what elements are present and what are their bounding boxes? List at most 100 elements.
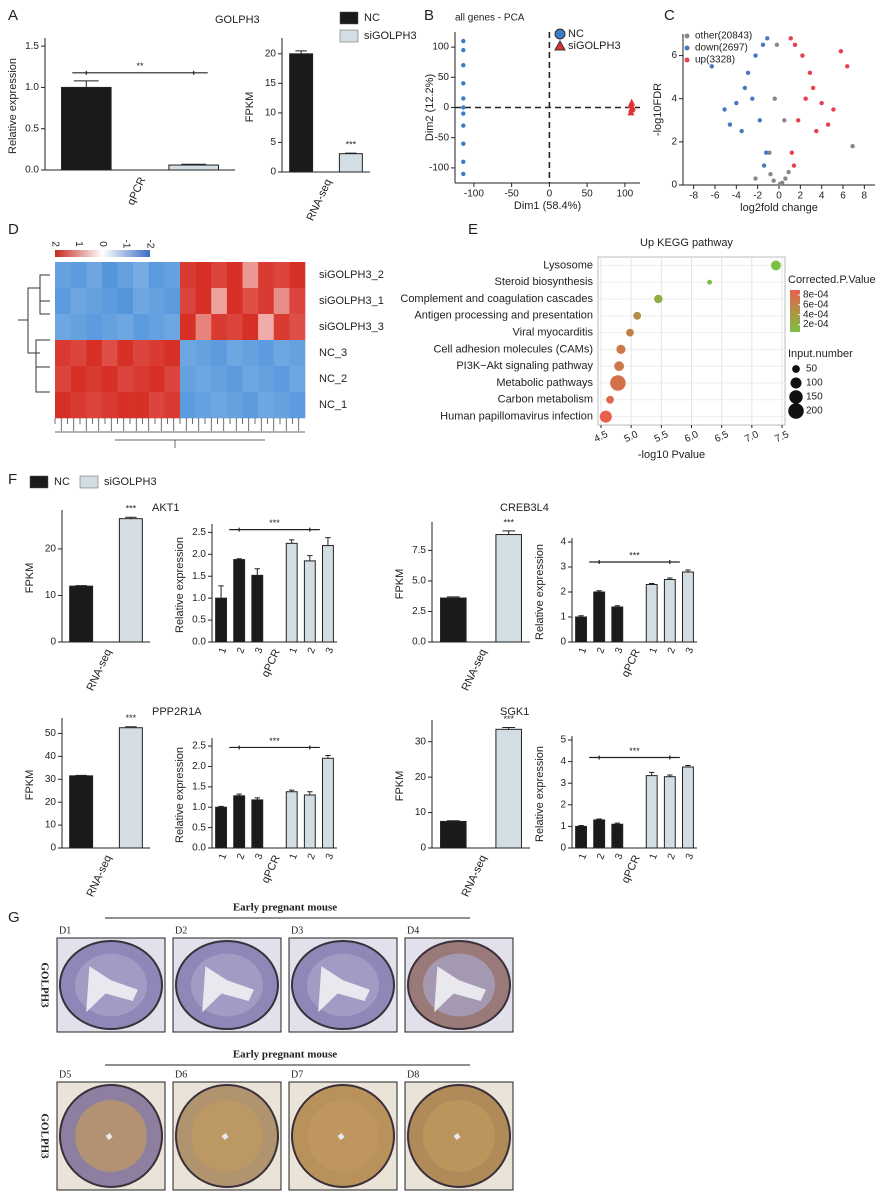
- category-label: Lysosome: [543, 259, 593, 271]
- heatmap-cell: [148, 392, 165, 419]
- bar: [233, 795, 246, 849]
- heatmap-cell: [273, 288, 290, 315]
- dot: [626, 328, 634, 337]
- point: [807, 70, 813, 76]
- point: [783, 176, 788, 181]
- y-tick-label: 10: [415, 807, 427, 818]
- column-dendrogram: [54, 418, 305, 448]
- heatmap-cell: [226, 314, 243, 341]
- row-label: siGOLPH3_3: [319, 321, 384, 333]
- heatmap-cell: [273, 314, 290, 341]
- day-label: D5: [59, 1069, 71, 1080]
- x-tick-label: -100: [464, 189, 484, 200]
- x-tick-label: 4: [819, 191, 825, 202]
- error-bar: [685, 764, 691, 767]
- size-tick-label: 50: [806, 364, 818, 375]
- y-tick-label: 30: [45, 774, 57, 785]
- y-tick-label: 10: [45, 820, 57, 831]
- panel-label: A: [8, 7, 18, 24]
- day-label: D7: [291, 1069, 303, 1080]
- heatmap-cell: [86, 366, 103, 393]
- heatmap-cell: [226, 392, 243, 419]
- point: [753, 53, 758, 58]
- legend-title: Corrected.P.Value: [788, 274, 876, 286]
- heatmap-cell: [242, 366, 259, 393]
- heatmap-cell: [195, 340, 212, 367]
- point: [461, 123, 466, 128]
- heatmap-cell: [226, 340, 243, 367]
- category-label: Human papillomavirus infection: [440, 411, 593, 423]
- day-label: D2: [175, 925, 187, 936]
- heatmap-cell: [258, 262, 275, 289]
- bar: [611, 606, 624, 643]
- bar: [682, 766, 694, 849]
- heatmap-cell: [195, 314, 212, 341]
- heatmap-cell: [289, 392, 306, 419]
- y-tick-label: 1: [560, 612, 566, 623]
- color-bar: [790, 290, 800, 332]
- legend-marker: [684, 57, 690, 63]
- y-tick-label: 2.0: [192, 549, 206, 560]
- bar: [495, 728, 522, 849]
- heatmap-cell: [164, 288, 181, 315]
- x-tick-label: 3: [253, 646, 265, 655]
- heatmap-cell: [289, 314, 306, 341]
- bar: [495, 534, 522, 643]
- x-tick-label: 1: [217, 852, 229, 861]
- bar: [322, 757, 334, 849]
- y-tick-label: 0: [50, 843, 56, 854]
- bar: [303, 794, 316, 849]
- bar: [575, 825, 587, 849]
- error-bar: [578, 615, 584, 617]
- x-tick-label: 50: [582, 189, 594, 200]
- heatmap-cell: [242, 392, 259, 419]
- y-tick-label: 0: [50, 637, 56, 648]
- x-tick-label: 1: [217, 646, 229, 655]
- heatmap-cell: [86, 288, 103, 315]
- x-tick-label: -2: [753, 191, 762, 202]
- x-tick-label: 2: [595, 852, 607, 861]
- y-tick-label: 50: [438, 72, 450, 83]
- heatmap-cell: [195, 366, 212, 393]
- heatmap-cell: [211, 288, 228, 315]
- y-tick-label: 1.5: [192, 571, 206, 582]
- bar: [663, 776, 676, 849]
- point: [761, 163, 767, 168]
- heatmap-cell: [226, 262, 243, 289]
- scale-tick-label: -2: [144, 240, 155, 249]
- row-label: NC_1: [319, 399, 347, 411]
- significance-bracket: [589, 755, 680, 760]
- bar: [575, 616, 587, 643]
- heatmap-cell: [211, 366, 228, 393]
- y-tick-label: 1.5: [25, 41, 39, 52]
- chart-title: GOLPH3: [215, 14, 260, 26]
- heatmap-cell: [55, 262, 71, 289]
- heatmap-cell: [211, 392, 228, 419]
- heatmap-cell: [117, 340, 134, 367]
- x-tick-label: -4: [732, 191, 741, 202]
- category-label: Metabolic pathways: [496, 377, 593, 389]
- x-axis-label: -log10 Pvalue: [638, 449, 705, 461]
- x-tick-label: 3: [613, 852, 625, 861]
- legend-label: down(2697): [695, 43, 748, 54]
- point: [461, 105, 466, 110]
- heatmap-cell: [273, 392, 290, 419]
- error-bar: [254, 568, 261, 576]
- error-bar: [218, 805, 224, 808]
- error-bar: [614, 822, 621, 825]
- point: [771, 178, 776, 183]
- x-axis-label: Dim1 (58.4%): [514, 200, 581, 212]
- y-axis-label: FPKM: [244, 92, 256, 123]
- heatmap-cell: [258, 366, 275, 393]
- y-tick-label: 0.5: [192, 822, 206, 833]
- x-tick-label: 6: [840, 191, 846, 202]
- bar: [440, 820, 467, 849]
- error-bar: [685, 569, 691, 572]
- heatmap-cell: [55, 392, 71, 419]
- y-tick-label: 0: [420, 843, 426, 854]
- heatmap-cell: [289, 366, 306, 393]
- dot: [599, 410, 612, 423]
- dot: [614, 361, 625, 372]
- heatmap-cell: [242, 340, 259, 367]
